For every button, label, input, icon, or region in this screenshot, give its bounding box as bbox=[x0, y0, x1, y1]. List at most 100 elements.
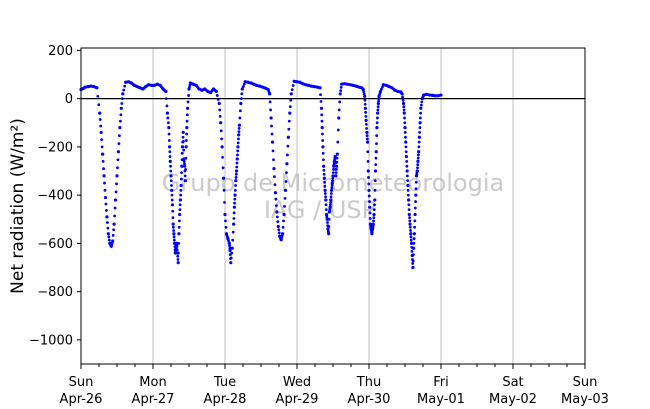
data-point bbox=[230, 251, 234, 255]
data-point bbox=[364, 118, 368, 122]
data-point bbox=[168, 150, 172, 154]
data-point bbox=[219, 129, 223, 133]
data-point bbox=[366, 159, 370, 163]
data-point bbox=[319, 93, 322, 97]
data-point bbox=[237, 137, 240, 141]
data-point bbox=[322, 158, 325, 162]
data-point bbox=[218, 108, 222, 112]
data-point bbox=[168, 155, 172, 158]
data-point bbox=[175, 245, 179, 249]
data-point bbox=[123, 84, 127, 88]
x-tick-label-day: Thu bbox=[356, 375, 381, 390]
data-point bbox=[409, 238, 413, 242]
data-point bbox=[185, 119, 189, 123]
data-point bbox=[238, 116, 242, 120]
data-point bbox=[239, 101, 243, 106]
data-point bbox=[324, 198, 328, 202]
data-point bbox=[376, 108, 380, 112]
data-point bbox=[100, 138, 104, 142]
data-point bbox=[180, 171, 183, 175]
data-point bbox=[366, 150, 370, 154]
data-point bbox=[172, 232, 176, 236]
data-point bbox=[375, 134, 379, 138]
data-point bbox=[320, 113, 324, 117]
x-tick-label-day: Sun bbox=[69, 375, 94, 390]
data-point bbox=[178, 203, 182, 207]
data-point bbox=[171, 216, 175, 220]
data-point bbox=[224, 225, 228, 229]
data-point bbox=[331, 171, 335, 175]
data-point bbox=[229, 261, 233, 265]
data-point bbox=[367, 176, 370, 179]
data-point bbox=[287, 127, 291, 131]
data-point bbox=[373, 203, 376, 207]
data-point bbox=[374, 156, 378, 160]
data-point bbox=[234, 176, 238, 179]
data-point bbox=[401, 101, 406, 106]
data-point bbox=[236, 149, 240, 153]
data-point bbox=[367, 188, 371, 192]
data-point bbox=[119, 106, 123, 110]
data-point bbox=[377, 99, 380, 103]
data-point bbox=[338, 92, 342, 96]
data-point bbox=[178, 208, 182, 212]
data-point bbox=[171, 222, 175, 226]
data-point bbox=[281, 225, 285, 229]
data-point bbox=[181, 130, 185, 135]
data-point bbox=[98, 111, 102, 115]
data-point bbox=[323, 184, 327, 188]
data-point bbox=[240, 87, 244, 91]
data-point bbox=[120, 97, 124, 101]
data-point bbox=[217, 101, 221, 106]
data-point bbox=[273, 175, 276, 179]
data-point bbox=[363, 106, 367, 110]
data-point bbox=[403, 116, 406, 120]
data-point bbox=[373, 188, 377, 192]
data-point bbox=[166, 116, 170, 120]
data-point bbox=[229, 256, 233, 260]
data-point bbox=[170, 193, 174, 197]
data-point bbox=[232, 222, 236, 226]
data-point bbox=[412, 253, 415, 257]
data-point bbox=[413, 219, 417, 223]
data-point bbox=[111, 239, 115, 243]
y-tick-label: −200 bbox=[37, 140, 73, 155]
data-point bbox=[232, 217, 236, 220]
data-point bbox=[184, 156, 188, 160]
data-point bbox=[409, 232, 413, 236]
data-point bbox=[121, 92, 125, 96]
data-point bbox=[407, 208, 411, 212]
data-point bbox=[413, 206, 417, 210]
data-point bbox=[270, 132, 274, 136]
data-point bbox=[376, 101, 380, 106]
data-point bbox=[400, 92, 404, 96]
data-point bbox=[375, 142, 378, 146]
data-point bbox=[170, 198, 174, 202]
x-tick-label-date: Apr-26 bbox=[60, 392, 103, 407]
data-point bbox=[170, 184, 173, 187]
data-point bbox=[270, 140, 275, 144]
data-point bbox=[321, 132, 324, 136]
data-point bbox=[417, 150, 421, 154]
data-point bbox=[166, 121, 170, 125]
x-tick-label-date: Apr-29 bbox=[276, 392, 319, 407]
data-point bbox=[417, 135, 421, 139]
data-point bbox=[223, 212, 227, 217]
x-tick-label-date: May-01 bbox=[417, 392, 465, 407]
data-point bbox=[372, 216, 376, 220]
data-point bbox=[411, 262, 415, 265]
data-point bbox=[330, 181, 334, 185]
data-point bbox=[167, 139, 171, 142]
data-point bbox=[364, 122, 368, 126]
data-point bbox=[329, 192, 333, 195]
data-point bbox=[171, 209, 175, 213]
data-point bbox=[324, 195, 327, 199]
data-point bbox=[165, 104, 169, 108]
data-point bbox=[407, 198, 411, 202]
data-point bbox=[367, 194, 371, 198]
data-point bbox=[402, 111, 406, 115]
data-point bbox=[323, 188, 327, 192]
data-point bbox=[178, 212, 182, 217]
data-point bbox=[118, 134, 121, 138]
data-point bbox=[377, 97, 381, 101]
